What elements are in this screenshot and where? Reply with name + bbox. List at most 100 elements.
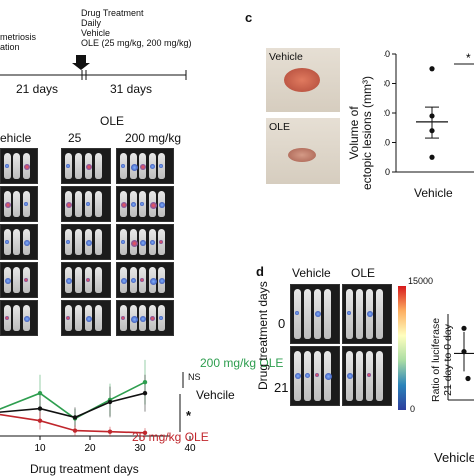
luciferase-signal xyxy=(66,164,70,169)
panel-d-row-label: Drug treatment days xyxy=(256,281,270,390)
panel-c-sig: * xyxy=(466,51,471,65)
grid-cell-r4-c1 xyxy=(61,300,111,336)
luciferase-signal xyxy=(149,278,157,286)
grid-cell-r0-c0 xyxy=(0,148,38,184)
mouse-silhouette xyxy=(324,289,331,339)
timeline-left-label: metriosis ation xyxy=(0,32,36,52)
mouse-silhouette xyxy=(376,351,383,401)
luciferase-signal xyxy=(23,164,30,171)
mouse-silhouette xyxy=(13,153,21,179)
mouse-silhouette xyxy=(75,229,82,255)
luciferase-signal xyxy=(86,164,92,171)
grid-cell-r2-c0 xyxy=(0,224,38,260)
x-tick-label-3: 40 xyxy=(184,443,196,454)
grid-cell-r3-c1 xyxy=(61,262,111,298)
mouse-silhouette xyxy=(356,351,363,401)
timeline-left-line-1: metriosis xyxy=(0,32,37,42)
luciferase-signal xyxy=(130,316,138,324)
panel-c-ytick-label-1: 10 xyxy=(384,138,390,148)
series-point-2-1 xyxy=(37,418,43,423)
mouse-silhouette xyxy=(356,289,363,339)
panel-d-image-1 xyxy=(342,284,392,344)
series-point-0-4 xyxy=(142,380,148,385)
luciferase-signal xyxy=(5,240,9,245)
timeline-period-2: 31 days xyxy=(110,82,153,96)
grid-cell-r1-c0 xyxy=(0,186,38,222)
grid-cell-r3-c2 xyxy=(116,262,174,298)
series-point-1-2 xyxy=(72,415,78,420)
panel-d-row-0: 0 xyxy=(278,316,286,331)
drug-treatment-line-3: Vehicle xyxy=(81,28,111,38)
luciferase-signal xyxy=(23,240,30,247)
mouse-silhouette xyxy=(75,305,82,331)
luciferase-signal xyxy=(23,278,28,283)
ns-label: NS xyxy=(188,372,201,382)
line-chart-sig: * xyxy=(186,408,192,423)
photo-label-vehicle: Vehicle xyxy=(269,51,303,63)
timeline-left-line-2: ation xyxy=(0,42,20,52)
luciferase-signal xyxy=(315,373,319,378)
grid-cell-r2-c2 xyxy=(116,224,174,260)
panel-c-letter: c xyxy=(245,10,253,25)
photo-label-ole: OLE xyxy=(269,121,291,133)
grid-cell-r4-c0 xyxy=(0,300,38,336)
drug-treatment-label: Drug Treatment Daily Vehicle OLE (25 mg/… xyxy=(81,8,192,48)
series-point-2-4 xyxy=(142,430,148,435)
mouse-silhouette xyxy=(13,305,21,331)
panel-c-ytick-label-4: 40 xyxy=(384,49,390,59)
timeline-axis xyxy=(0,55,187,80)
luciferase-signal xyxy=(5,164,9,169)
panel-d-xtick: Vehicle xyxy=(434,450,474,465)
drug-treatment-line-1: Drug Treatment xyxy=(81,8,144,18)
grid-col-vehicle: ehicle xyxy=(0,131,32,145)
luciferase-signal xyxy=(159,164,164,169)
luciferase-signal xyxy=(347,311,351,316)
panel-c-plot: 0 10 20 30 40 * xyxy=(384,49,474,177)
grid-col-25: 25 xyxy=(68,131,82,145)
luciferase-signal xyxy=(159,278,166,285)
lesion-photo-ole: OLE xyxy=(266,118,340,184)
lesion-tissue-vehicle xyxy=(284,68,320,92)
luciferase-signal xyxy=(140,278,145,283)
panel-d-image-2 xyxy=(290,346,340,406)
mouse-silhouette xyxy=(75,267,82,293)
luciferase-signal xyxy=(140,202,145,207)
line-chart-xlabel: Drug treatment days xyxy=(30,462,139,476)
luciferase-signal xyxy=(66,240,70,245)
lesion-photo-vehicle: Vehicle xyxy=(266,48,340,112)
panel-d-image-3 xyxy=(342,346,392,406)
luciferase-signal xyxy=(121,316,125,321)
mouse-silhouette xyxy=(95,305,102,331)
luciferase-signal xyxy=(130,164,138,172)
luciferase-signal xyxy=(149,240,155,246)
colorbar xyxy=(398,286,406,410)
luciferase-signal xyxy=(295,311,299,316)
panel-c-point-2 xyxy=(429,128,435,134)
luciferase-signal xyxy=(159,316,164,321)
luciferase-signal xyxy=(130,202,136,208)
luciferase-signal xyxy=(149,316,155,322)
luciferase-signal xyxy=(140,164,147,171)
timeline-period-1: 21 days xyxy=(16,82,59,96)
panel-c-point-3 xyxy=(429,154,435,160)
panel-d-plot xyxy=(447,314,474,401)
mouse-silhouette xyxy=(95,267,102,293)
series-point-1-4 xyxy=(142,391,148,396)
panel-d-col-vehicle: Vehicle xyxy=(292,266,331,280)
colorbar-max: 15000 xyxy=(408,276,434,286)
luciferase-signal xyxy=(23,202,28,207)
luciferase-signal xyxy=(130,278,136,284)
x-tick-label-2: 30 xyxy=(134,443,146,454)
panel-c-ytick-label-3: 30 xyxy=(384,79,390,89)
luciferase-signal xyxy=(325,373,332,381)
legend-25: 25 mg/kg OLE xyxy=(132,430,209,444)
panel-d-point-2 xyxy=(465,375,471,382)
colorbar-min: 0 xyxy=(410,404,416,414)
luciferase-signal xyxy=(315,311,321,318)
drug-treatment-line-2: Daily xyxy=(81,18,102,28)
panel-d-col-ole: OLE xyxy=(351,266,376,280)
panel-c-xtick: Vehicle xyxy=(414,186,453,200)
panel-d-point-0 xyxy=(461,325,467,331)
legend-200: 200 mg/kg OLE xyxy=(200,356,284,370)
panel-c-ytick-label-2: 20 xyxy=(384,108,390,118)
